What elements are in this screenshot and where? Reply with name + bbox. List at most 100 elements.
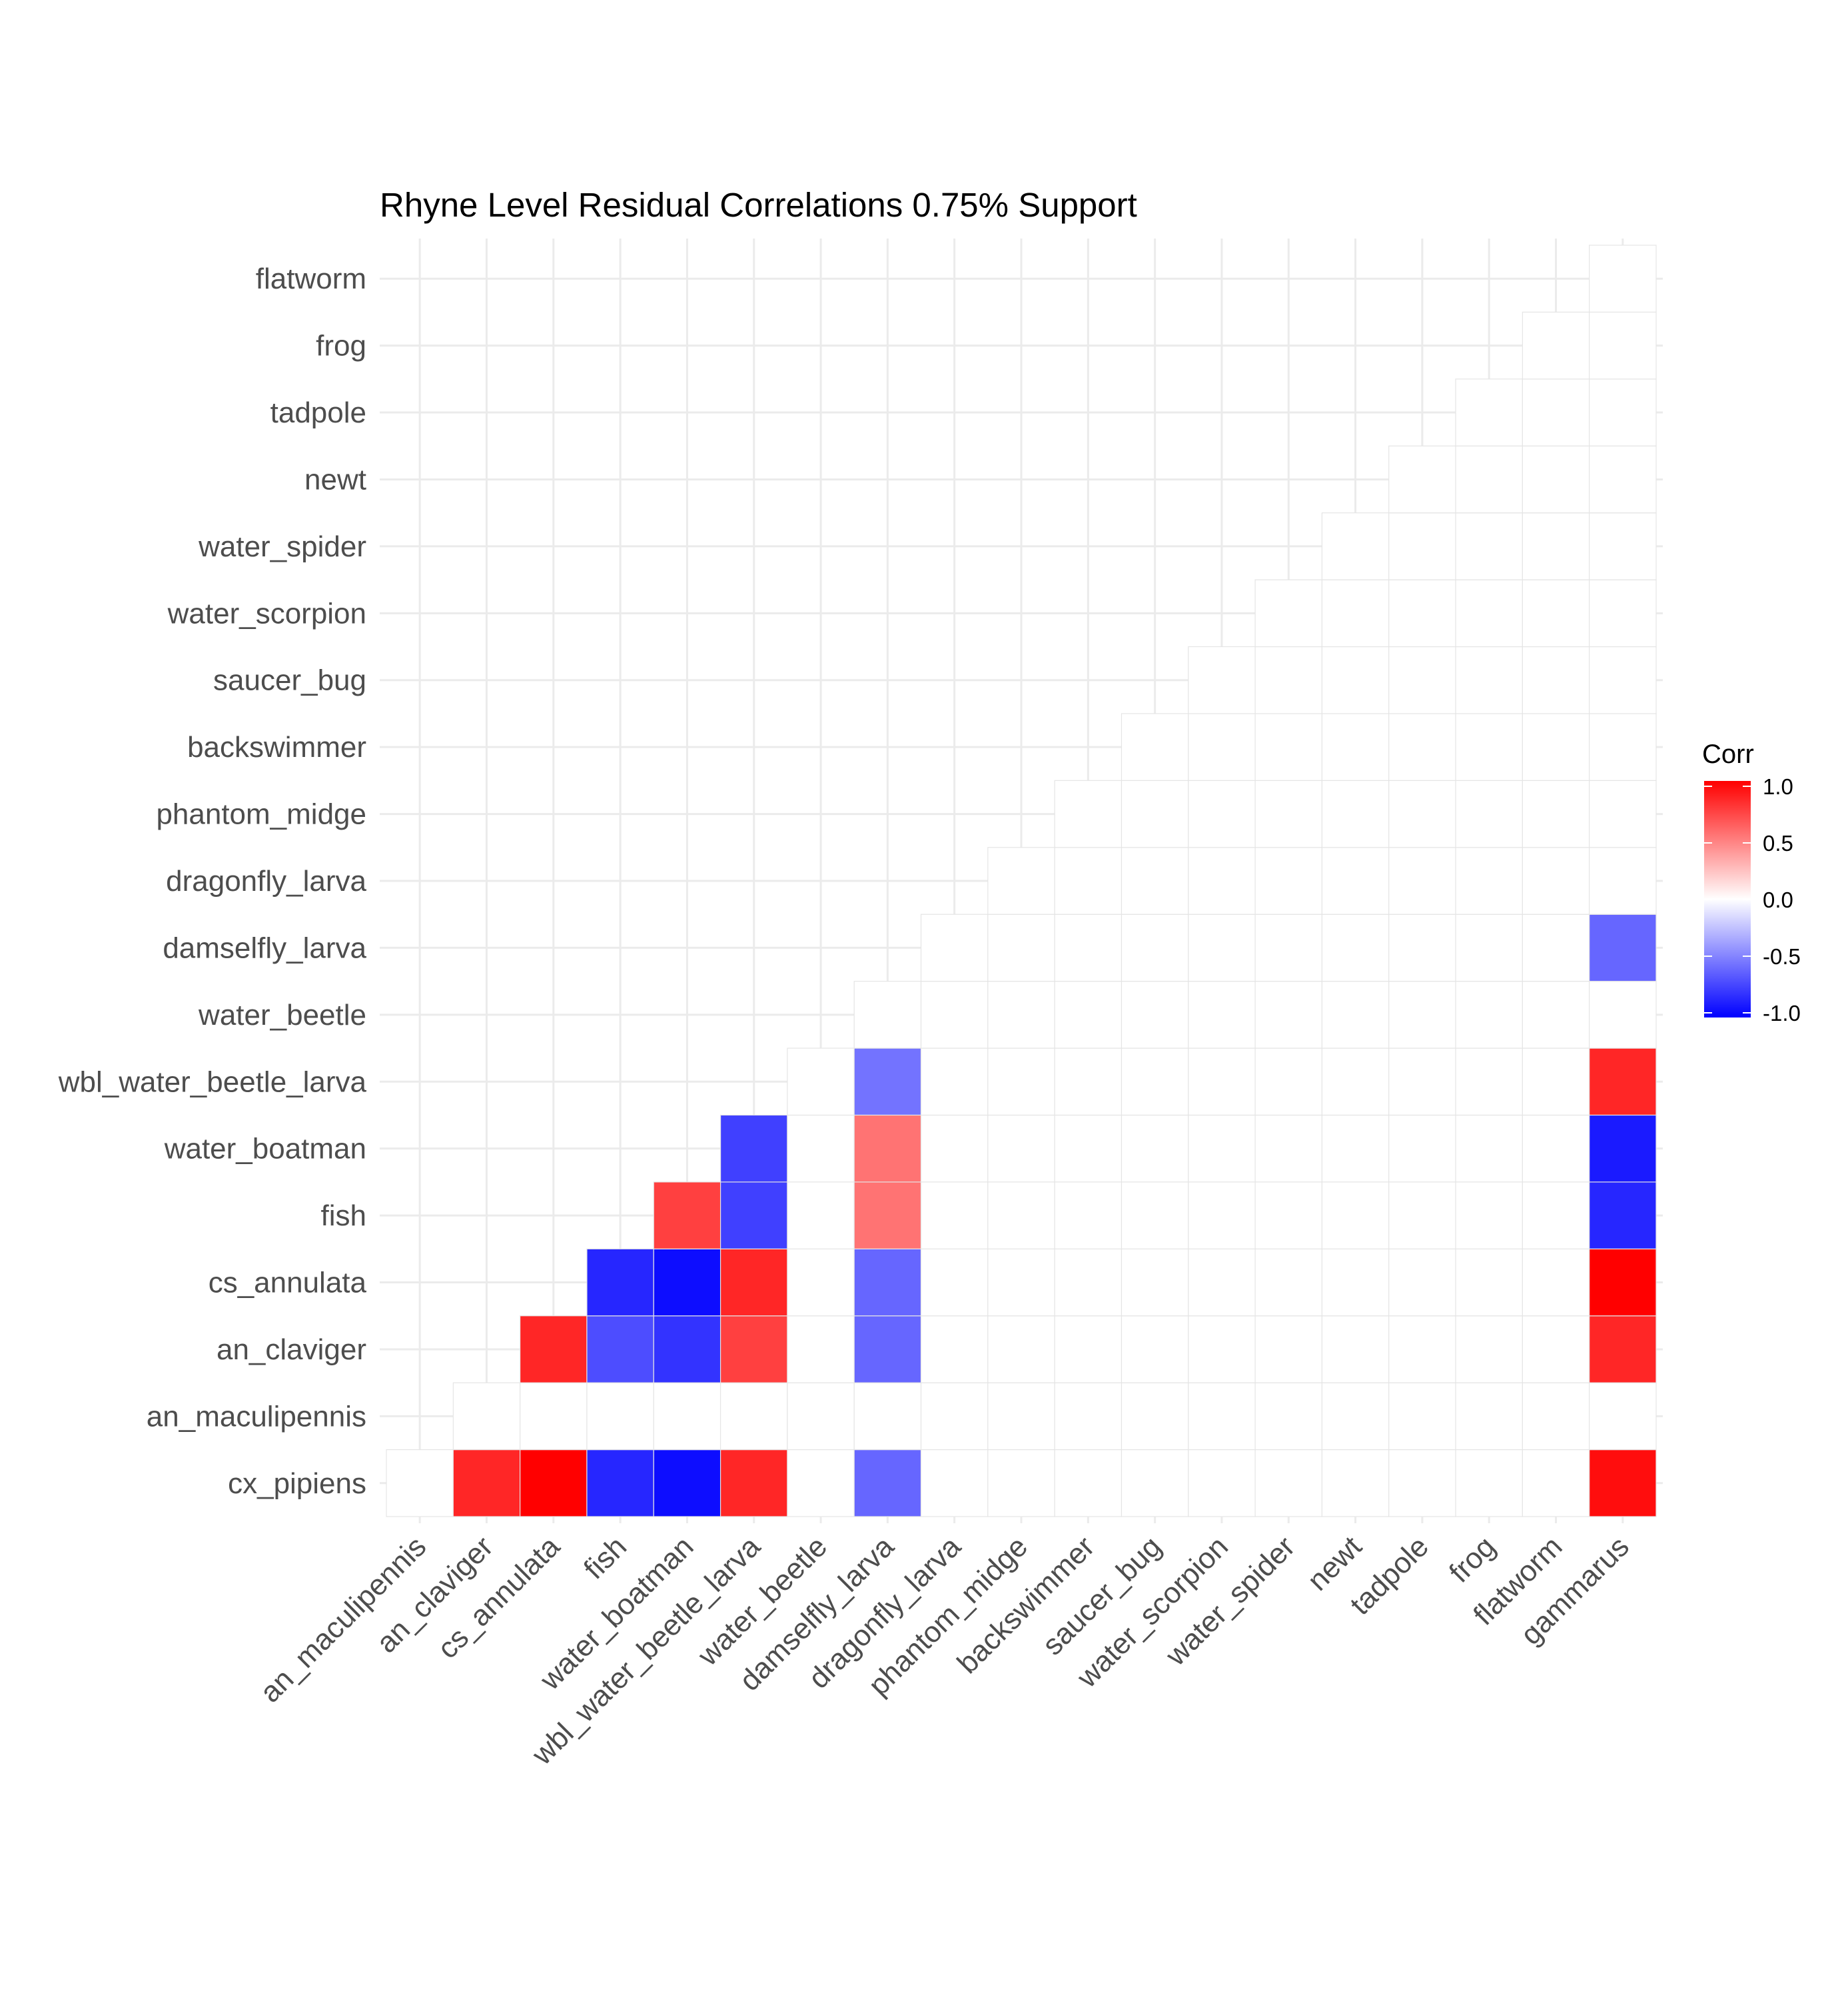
heatmap-cell: [1254, 646, 1323, 714]
heatmap-cell: [1054, 1114, 1123, 1183]
heatmap-cell: [1589, 1449, 1657, 1517]
heatmap-cell: [1388, 1315, 1456, 1383]
y-tick-label: cx_pipiens: [228, 1467, 366, 1500]
heatmap-cell: [920, 1449, 989, 1517]
heatmap-cell: [719, 1248, 788, 1317]
heatmap-cell: [1321, 847, 1390, 915]
heatmap-cell: [1121, 1181, 1189, 1249]
heatmap-cell: [987, 847, 1055, 915]
heatmap-cell: [1589, 914, 1657, 982]
legend: Corr 1.0 0.5 0.0 -0.5 -1.0: [1702, 740, 1801, 1025]
y-tick-label: tadpole: [270, 396, 366, 429]
y-tick-label: water_spider: [198, 530, 366, 563]
heatmap-cell: [1589, 579, 1657, 648]
heatmap-cell: [1455, 713, 1523, 781]
heatmap-cell: [920, 1315, 989, 1383]
y-tick-label: wbl_water_beetle_larva: [58, 1065, 367, 1098]
heatmap-cell: [853, 1315, 922, 1383]
heatmap-cell: [920, 1248, 989, 1317]
heatmap-cell: [1522, 1181, 1590, 1249]
heatmap-cell: [853, 1449, 922, 1517]
heatmap-cell: [1121, 847, 1189, 915]
heatmap-cell: [520, 1449, 588, 1517]
heatmap-cell: [1522, 914, 1590, 982]
heatmap-cell: [1054, 1248, 1123, 1317]
legend-ticks: 1.0 0.5 0.0 -0.5 -1.0: [1704, 774, 1801, 1025]
heatmap-cell: [1321, 1181, 1390, 1249]
heatmap-cell: [1254, 981, 1323, 1049]
heatmap-cell: [1589, 311, 1657, 380]
heatmap-cell: [1321, 1047, 1390, 1116]
heatmap-cell: [1522, 847, 1590, 915]
heatmap-cell: [1321, 1114, 1390, 1183]
heatmap-cell: [1321, 780, 1390, 848]
heatmap-cell: [653, 1181, 721, 1249]
heatmap-cell: [1121, 914, 1189, 982]
heatmap-cell: [987, 1315, 1055, 1383]
heatmap-cell: [1455, 1315, 1523, 1383]
legend-tick-label: -0.5: [1763, 944, 1801, 969]
heatmap-cell: [1121, 1382, 1189, 1451]
heatmap-cell: [1321, 646, 1390, 714]
heatmap-cell: [1522, 311, 1590, 380]
heatmap-cell: [1522, 1449, 1590, 1517]
heatmap-cell: [1121, 713, 1189, 781]
heatmap-cell: [1522, 1047, 1590, 1116]
heatmap-cell: [1388, 780, 1456, 848]
legend-tick-label: 0.5: [1763, 831, 1793, 856]
heatmap-cell: [787, 1181, 855, 1249]
heatmap-cell: [853, 1047, 922, 1116]
heatmap-cell: [1188, 713, 1256, 781]
heatmap-cell: [1388, 914, 1456, 982]
heatmap-cell: [586, 1248, 654, 1317]
legend-tick-label: -1.0: [1763, 1001, 1801, 1025]
heatmap-cell: [1455, 1449, 1523, 1517]
heatmap-cell: [1455, 579, 1523, 648]
y-tick-label: water_beetle: [198, 999, 366, 1031]
heatmap-cell: [1254, 914, 1323, 982]
heatmap-cell: [1522, 713, 1590, 781]
heatmap-cell: [719, 1449, 788, 1517]
heatmap-cell: [1054, 1315, 1123, 1383]
heatmap-cell: [1455, 780, 1523, 848]
heatmap-cell: [1455, 1047, 1523, 1116]
heatmap-cell: [1589, 1047, 1657, 1116]
heatmap-cell: [1321, 1449, 1390, 1517]
y-tick-label: water_scorpion: [167, 597, 366, 630]
heatmap-cell: [1054, 1449, 1123, 1517]
heatmap-cell: [1188, 847, 1256, 915]
heatmap-cell: [1188, 1248, 1256, 1317]
heatmap-cell: [1321, 1248, 1390, 1317]
heatmap-cell: [1455, 1181, 1523, 1249]
heatmap-cell: [1455, 1382, 1523, 1451]
heatmap-cell: [1321, 713, 1390, 781]
heatmap-cell: [719, 1114, 788, 1183]
heatmap-cell: [853, 1114, 922, 1183]
heatmap-cell: [586, 1449, 654, 1517]
legend-tick-label: 1.0: [1763, 774, 1793, 799]
x-tick-label: frog: [1443, 1530, 1502, 1589]
heatmap-cells: [386, 245, 1657, 1517]
heatmap-cell: [787, 1382, 855, 1451]
y-tick-label: cs_annulata: [209, 1267, 367, 1299]
heatmap-cell: [787, 1248, 855, 1317]
heatmap-cell: [1455, 378, 1523, 446]
heatmap-cell: [1522, 1382, 1590, 1451]
heatmap-cell: [1589, 981, 1657, 1049]
heatmap-cell: [787, 1315, 855, 1383]
heatmap-cell: [1455, 914, 1523, 982]
heatmap-cell: [1321, 914, 1390, 982]
heatmap-cell: [1188, 1315, 1256, 1383]
heatmap-cell: [1321, 1382, 1390, 1451]
heatmap-cell: [452, 1382, 521, 1451]
heatmap-cell: [1388, 1248, 1456, 1317]
heatmap-cell: [1455, 646, 1523, 714]
heatmap-cell: [1188, 914, 1256, 982]
heatmap-cell: [1388, 512, 1456, 580]
heatmap-cell: [987, 1047, 1055, 1116]
heatmap-cell: [1121, 981, 1189, 1049]
heatmap-cell: [1188, 780, 1256, 848]
legend-tick-label: 0.0: [1763, 888, 1793, 912]
heatmap-cell: [1254, 780, 1323, 848]
heatmap-cell: [1388, 646, 1456, 714]
